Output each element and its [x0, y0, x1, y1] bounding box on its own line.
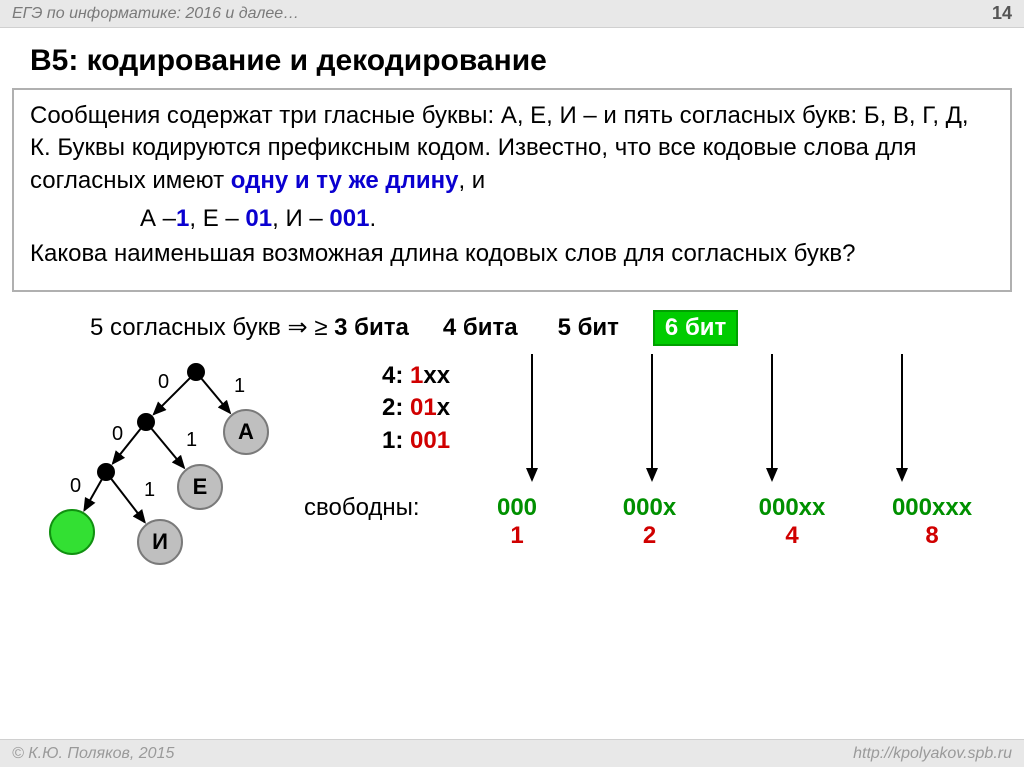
free-cell: 0001 [452, 494, 582, 550]
free-label: свободны: [304, 494, 420, 522]
free-cell: 000xxx8 [867, 494, 997, 550]
svg-text:0: 0 [112, 423, 123, 445]
code-assignments: А –1, Е – 01, И – 001. [30, 203, 994, 235]
answer-badge: 6 бит [653, 310, 738, 346]
svg-text:0: 0 [70, 475, 81, 497]
free-codes-row: 0001000x2000xx4000xxx8 [452, 494, 997, 550]
top-bar: ЕГЭ по информатике: 2016 и далее… 14 [0, 0, 1024, 28]
free-cell: 000xx4 [717, 494, 867, 550]
code-breakdown: 4: 1xx 2: 01x 1: 001 [382, 360, 450, 457]
svg-text:1: 1 [234, 375, 245, 397]
bits-row: 5 согласных букв ⇒ ≥ 3 бита 4 бита 5 бит… [90, 310, 738, 346]
problem-question: Какова наименьшая возможная длина кодовы… [30, 238, 994, 270]
course-title: ЕГЭ по информатике: 2016 и далее… [12, 5, 299, 23]
footer-url: http://kpolyakov.spb.ru [853, 745, 1012, 763]
svg-text:1: 1 [144, 479, 155, 501]
problem-text: Сообщения содержат три гласные буквы: А,… [30, 100, 994, 197]
copyright: © К.Ю. Поляков, 2015 [12, 745, 174, 763]
problem-text-b: , и [458, 167, 485, 194]
bit-arrows [492, 354, 992, 504]
problem-highlight: одну и ту же длину [231, 167, 459, 194]
problem-box: Сообщения содержат три гласные буквы: А,… [12, 88, 1012, 292]
svg-text:А: А [238, 419, 254, 444]
svg-text:И: И [152, 529, 168, 554]
free-cell: 000x2 [582, 494, 717, 550]
svg-text:0: 0 [158, 371, 169, 393]
svg-text:Е: Е [193, 474, 208, 499]
page-number: 14 [992, 3, 1012, 24]
prefix-tree: 0 1 0 1 0 1 А Е И [36, 352, 336, 602]
problem-text-a: Сообщения содержат три гласные буквы: А,… [30, 102, 969, 194]
footer: © К.Ю. Поляков, 2015 http://kpolyakov.sp… [0, 739, 1024, 767]
svg-text:1: 1 [186, 429, 197, 451]
solution-area: 5 согласных букв ⇒ ≥ 3 бита 4 бита 5 бит… [12, 292, 1012, 602]
slide-title: B5: кодирование и декодирование [0, 28, 1024, 88]
